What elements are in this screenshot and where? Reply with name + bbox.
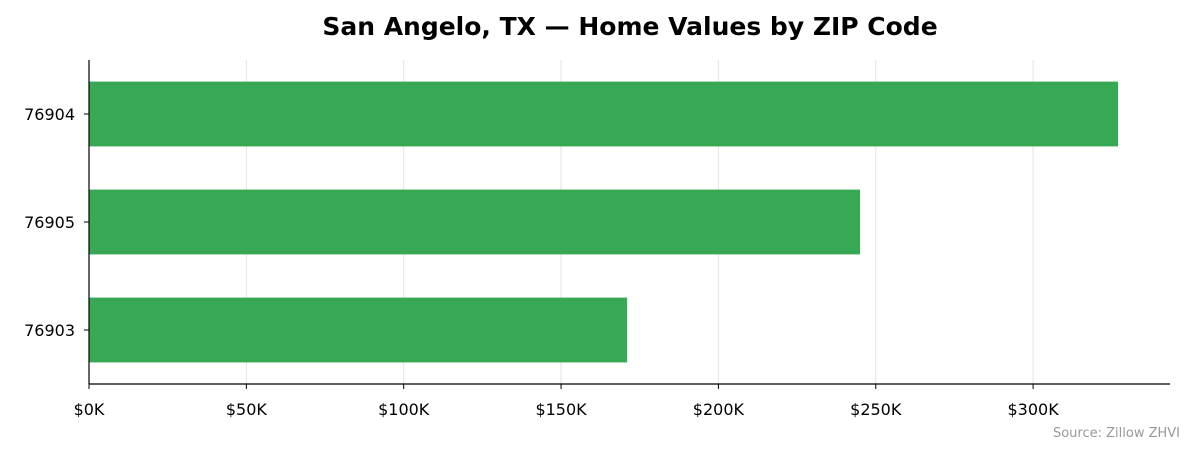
bar-76904	[89, 81, 1119, 147]
x-tick-label: $0K	[74, 400, 105, 419]
bars	[89, 81, 1119, 363]
source-note: Source: Zillow ZHVI	[1053, 426, 1180, 441]
y-tick-label: 76903	[24, 321, 75, 340]
x-tick-label: $200K	[693, 400, 745, 419]
y-tick-label: 76904	[24, 105, 75, 124]
x-tick-label: $50K	[226, 400, 268, 419]
x-tick-label: $100K	[378, 400, 430, 419]
x-axis: $0K $50K $100K $150K $200K $250K $300K	[74, 383, 1170, 419]
x-tick-label: $250K	[850, 400, 902, 419]
x-tick-label: $300K	[1007, 400, 1059, 419]
bar-76903	[89, 297, 628, 363]
bar-76905	[89, 189, 861, 255]
chart-title: San Angelo, TX — Home Values by ZIP Code	[322, 12, 937, 41]
y-axis: 76904 76905 76903	[24, 60, 90, 384]
x-tick-label: $150K	[535, 400, 587, 419]
y-tick-label: 76905	[24, 213, 75, 232]
